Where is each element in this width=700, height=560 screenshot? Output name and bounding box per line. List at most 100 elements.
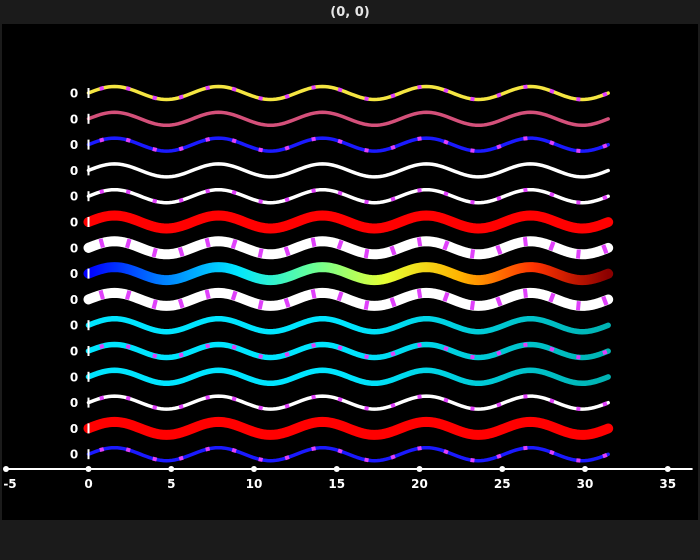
series-marker [231, 396, 237, 402]
x-tick-label: -5 [3, 477, 16, 491]
series-marker [230, 290, 238, 301]
series-marker [231, 86, 237, 92]
series-marker [337, 448, 343, 454]
series-marker [284, 197, 290, 203]
series-marker [470, 199, 475, 205]
series-marker [205, 137, 211, 142]
series-marker [390, 144, 396, 150]
series-marker [257, 299, 264, 310]
series-marker [125, 86, 131, 92]
series-marker [204, 289, 211, 300]
series-line-11 [85, 341, 611, 361]
series-marker [205, 343, 211, 349]
series-marker [602, 401, 608, 407]
series-marker [602, 452, 608, 459]
y-tick-label: 0 [70, 448, 78, 462]
series-marker [363, 248, 370, 259]
x-tick-label: 30 [577, 477, 594, 491]
series-marker [337, 138, 343, 145]
series-marker [152, 405, 158, 410]
series-line-5 [86, 187, 610, 205]
series-line-3 [86, 136, 610, 153]
x-tick-mark [416, 466, 423, 472]
series-marker [495, 244, 503, 255]
series-marker [205, 446, 211, 452]
series-marker [364, 96, 369, 102]
series-line-7 [83, 236, 614, 260]
y-tick-label: 0 [70, 190, 78, 204]
series-marker [443, 191, 449, 197]
series-marker [337, 190, 343, 196]
series-marker [364, 354, 369, 360]
x-tick-mark [499, 466, 506, 472]
series-marker [284, 93, 290, 100]
series-line-12 [85, 367, 611, 387]
series-marker [549, 140, 555, 146]
series-marker [601, 295, 609, 306]
series-marker [417, 84, 422, 90]
series-marker [364, 406, 369, 411]
y-tick-label: 0 [70, 112, 78, 126]
series-marker [337, 345, 343, 351]
x-tick-label: 25 [494, 477, 511, 491]
series-marker [602, 143, 608, 149]
y-tick-label: 0 [70, 319, 78, 333]
x-axis: -5 0 5 10 15 20 25 30 35 [3, 466, 693, 491]
y-tick-label: 0 [70, 293, 78, 307]
x-tick-mark [3, 466, 9, 472]
series-line-6 [83, 210, 614, 234]
series-marker [125, 189, 131, 195]
series-line-10 [85, 315, 611, 335]
series-marker [390, 454, 396, 460]
series-marker [258, 95, 264, 101]
series-marker [125, 395, 131, 401]
series-marker [389, 245, 397, 256]
x-tick-mark [333, 466, 340, 472]
series-marker [311, 85, 316, 90]
series-marker [178, 94, 184, 100]
series-marker [496, 92, 502, 98]
series-marker [310, 289, 317, 299]
y-tick-label: 0 [70, 138, 78, 152]
series-markers-13 [99, 394, 608, 412]
series-marker [311, 188, 316, 194]
x-tick-label: 35 [659, 477, 676, 491]
series-marker [443, 87, 449, 94]
series-marker [178, 352, 184, 358]
series-marker [152, 95, 158, 101]
series-markers-3 [99, 136, 608, 154]
series-marker [417, 446, 422, 451]
series-marker [549, 346, 555, 352]
series-marker [337, 396, 343, 403]
series-marker [258, 199, 264, 204]
y-tick-label: 0 [70, 164, 78, 178]
series-line-13 [86, 394, 610, 411]
series-markers-11 [99, 342, 608, 360]
plot-canvas[interactable]: 0 0 0 0 0 0 0 0 0 0 0 0 0 0 0 -5 0 5 10 15 20 25 30 35 [2, 24, 698, 520]
series-marker [311, 343, 316, 348]
series-marker [284, 145, 290, 151]
series-marker [496, 144, 502, 150]
series-marker [363, 300, 370, 310]
x-tick-label: 0 [84, 477, 92, 491]
series-marker [442, 291, 450, 302]
series-marker [417, 394, 422, 400]
series-marker [98, 289, 105, 300]
series-marker [125, 447, 131, 453]
series-markers-7 [98, 236, 609, 259]
series-line-4 [86, 162, 610, 179]
series-marker [416, 288, 423, 299]
series-marker [205, 85, 211, 91]
series-marker [601, 244, 609, 255]
series-line-9 [83, 287, 614, 311]
y-tick-label: 0 [70, 241, 78, 255]
series-markers-5 [99, 187, 608, 205]
series-marker [99, 85, 105, 91]
series-marker [390, 402, 396, 408]
series-marker [496, 453, 502, 459]
series-line-1 [86, 84, 610, 102]
series-line-15 [86, 445, 610, 463]
series-marker [469, 249, 476, 259]
series-marker [311, 136, 316, 142]
